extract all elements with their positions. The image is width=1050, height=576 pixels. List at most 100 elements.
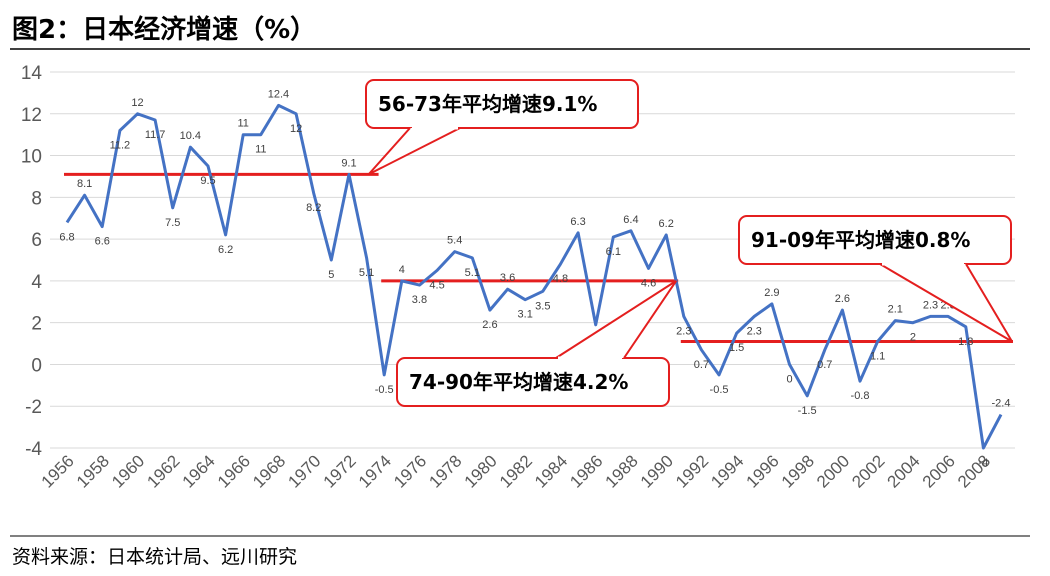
gdp-growth-line: [65, 103, 1003, 450]
y-tick-label: 2: [31, 314, 42, 335]
x-tick-label: 2006: [919, 451, 959, 491]
data-label: 11: [238, 118, 249, 130]
x-tick-label: 1978: [425, 451, 465, 491]
callout-label: 74-90年平均增速4.2%: [409, 370, 628, 394]
y-tick-label: 6: [31, 230, 42, 251]
x-tick-label: 1992: [672, 451, 712, 491]
data-label: 9.5: [200, 175, 215, 187]
callout-pointer: [879, 263, 1013, 343]
x-tick-label: 1958: [73, 451, 113, 491]
data-label: 11: [255, 144, 266, 156]
data-label: 1.5: [729, 342, 744, 354]
data-label: -2.4: [992, 398, 1011, 410]
data-label: -0.5: [710, 384, 729, 396]
y-tick-label: -2: [25, 397, 42, 418]
callout-box: [396, 357, 670, 407]
x-tick-label: 1976: [390, 451, 430, 491]
data-label: 10.4: [180, 130, 201, 142]
data-label: 9.1: [341, 157, 356, 169]
x-tick-label: 2004: [884, 451, 924, 491]
callout-pointer: [367, 127, 461, 176]
callout-label: 56-73年平均增速9.1%: [378, 92, 597, 116]
data-label: 4.5: [429, 279, 444, 291]
x-tick-label: 1968: [249, 451, 289, 491]
y-axis-ticks: 14 12 10 8 6 4 2 0 -2 -4: [21, 63, 43, 460]
callout-box: [738, 215, 1012, 265]
data-label: -0.8: [851, 390, 870, 402]
data-label: 2.3: [747, 325, 762, 337]
data-label: 2.9: [764, 287, 779, 299]
data-label: 3.5: [535, 300, 550, 312]
x-tick-label: 1974: [355, 451, 395, 491]
data-label: 8.2: [306, 202, 321, 214]
x-tick-label: 1982: [496, 451, 536, 491]
chart-title: 图2：日本经济增速（%）: [12, 14, 316, 45]
data-label: 12: [290, 123, 302, 135]
data-label: 6.2: [659, 218, 674, 230]
data-label: 12.4: [268, 88, 289, 100]
data-label: 5: [328, 269, 334, 281]
data-labels: 6.8 8.1 6.6 11.2 12 11.7 7.5 10.4 9.5 6.2 11 11 12.4…: [59, 88, 1010, 469]
data-label: 6.8: [59, 231, 74, 243]
data-label: -1.5: [798, 405, 817, 417]
data-label: 11.7: [145, 129, 166, 141]
x-tick-label: 1964: [179, 451, 219, 491]
average-lines: [64, 172, 1013, 343]
x-tick-label: 1990: [637, 451, 677, 491]
data-label: 1.1: [870, 350, 885, 362]
data-label: 4: [399, 264, 405, 276]
y-tick-label: 0: [31, 355, 42, 376]
data-label: 5.1: [359, 267, 374, 279]
x-tick-label: 1996: [743, 451, 783, 491]
data-label: 12: [131, 97, 143, 109]
data-label: 6.3: [570, 216, 585, 228]
callout-pointer: [555, 280, 677, 359]
y-tick-label: 12: [21, 105, 42, 126]
data-label: 1.8: [958, 336, 973, 348]
x-tick-label: 1966: [214, 451, 254, 491]
x-tick-label: 1980: [461, 451, 501, 491]
data-label: 6.4: [623, 214, 638, 226]
data-label: 2.6: [835, 293, 850, 305]
data-label: 2.1: [888, 304, 903, 316]
data-label: -4: [978, 457, 988, 469]
data-label: -0.5: [375, 384, 394, 396]
data-label: 2.6: [482, 319, 497, 331]
x-axis-ticks: 1956195819601962196419661968197019721974…: [38, 451, 995, 491]
x-tick-label: 1998: [778, 451, 818, 491]
x-tick-label: 1988: [602, 451, 642, 491]
data-label: 2.3: [923, 299, 938, 311]
data-label: 8.1: [77, 178, 92, 190]
y-tick-label: 14: [21, 63, 43, 84]
source-note: 资料来源：日本统计局、远川研究: [12, 546, 297, 568]
x-tick-label: 1962: [143, 451, 183, 491]
data-label: 5.4: [447, 235, 462, 247]
y-tick-label: 8: [31, 188, 42, 209]
data-label: 6.2: [218, 244, 233, 256]
data-label: 3.8: [412, 294, 427, 306]
data-label: 7.5: [165, 217, 180, 229]
x-tick-label: 1972: [320, 451, 360, 491]
data-label: 6.1: [606, 246, 621, 258]
y-tick-label: -4: [25, 439, 42, 460]
data-label: 4.6: [641, 277, 656, 289]
x-tick-label: 2002: [848, 451, 888, 491]
y-tick-label: 10: [21, 147, 42, 168]
x-tick-label: 1956: [38, 451, 78, 491]
data-label: 0.7: [817, 359, 832, 371]
data-label: 3.6: [500, 272, 515, 284]
data-label: 5.1: [465, 267, 480, 279]
x-tick-label: 1970: [284, 451, 324, 491]
data-label: 0: [786, 373, 792, 385]
data-label: 3.1: [518, 309, 533, 321]
callout-label: 91-09年平均增速0.8%: [751, 228, 970, 252]
callouts: 56-73年平均增速9.1% 74-90年平均增速4.2% 91-09年平均增速0.…: [365, 79, 1013, 407]
data-label: 2: [910, 332, 916, 344]
series-line: [65, 103, 1003, 450]
data-label: 11.2: [110, 139, 131, 151]
data-label: 2.3: [676, 325, 691, 337]
data-label: 4.8: [553, 273, 568, 285]
x-tick-label: 2000: [813, 451, 853, 491]
y-tick-label: 4: [31, 272, 42, 293]
